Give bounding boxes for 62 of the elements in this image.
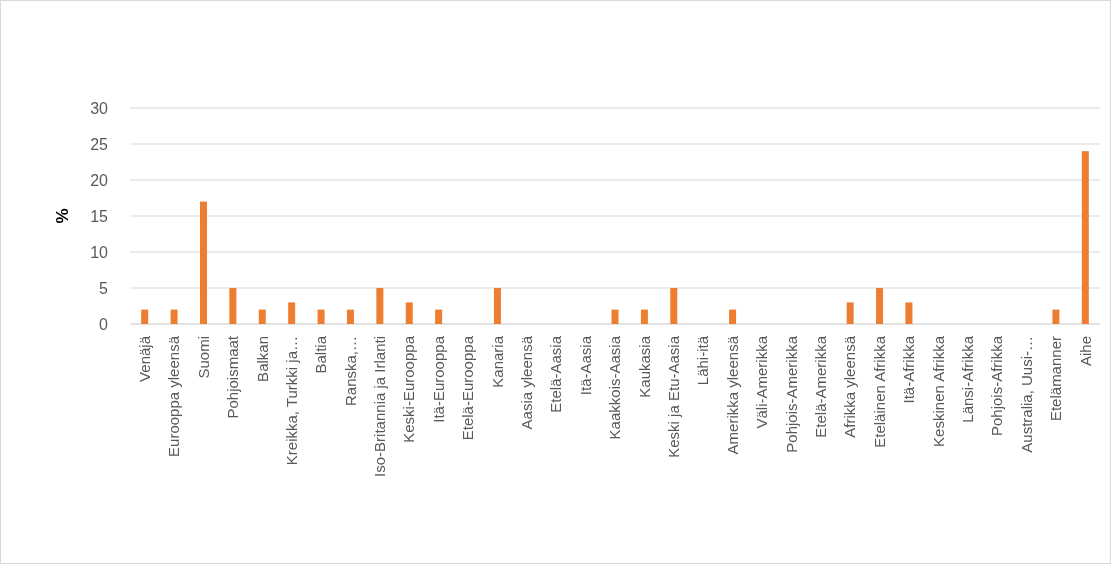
bar [611, 309, 619, 324]
bar [199, 201, 207, 324]
x-tick-label: Keskinen Afrikka [929, 335, 947, 447]
x-tick-label: Pohjois-Afrikka [988, 335, 1006, 437]
x-tick-label: Australia, Uusi-… [1017, 336, 1035, 453]
x-tick-label: Kanaria [488, 335, 506, 388]
x-tick-label: Keski-Eurooppa [400, 335, 418, 443]
bar [317, 309, 325, 324]
x-tick-label: Kaakkois-Aasia [606, 335, 624, 440]
x-tick-label: Suomi [194, 336, 212, 379]
bar [288, 302, 296, 324]
x-tick-label: Lähi-itä [694, 335, 712, 386]
bar [435, 309, 443, 324]
x-tick-label: Kaukasia [635, 335, 653, 398]
x-tick-label: Pohjois-Amerikka [782, 335, 800, 453]
y-tick-label: 5 [99, 279, 109, 297]
bar [229, 288, 237, 324]
x-tick-label: Etelämanner [1047, 336, 1065, 422]
x-tick-label: Itä-Afrikka [900, 335, 918, 404]
x-tick-label: Itä-Eurooppa [429, 335, 447, 423]
bar [258, 309, 266, 324]
bar [1081, 151, 1089, 324]
bar [376, 288, 384, 324]
x-tick-label: Aihe [1076, 336, 1094, 367]
x-tick-label: Keski ja Etu-Aasia [665, 335, 683, 458]
x-tick-label: Kreikka, Turkki ja… [282, 336, 300, 466]
x-tick-label: Etelä-Aasia [547, 335, 565, 413]
y-tick-label: 20 [90, 171, 109, 189]
x-tick-label: Länsi-Afrikka [958, 335, 976, 423]
bar [670, 288, 678, 324]
x-tick-label: Eurooppa yleensä [165, 335, 183, 457]
x-tick-label: Amerikka yleensä [723, 335, 741, 455]
x-tick-label: Eteläinen Afrikka [870, 335, 888, 448]
x-tick-label: Balkan [253, 336, 271, 382]
x-tick-label: Väli-Amerikka [753, 335, 771, 429]
y-tick-label: 0 [99, 315, 109, 333]
x-tick-label: Etelä-Amerikka [812, 335, 830, 438]
bar [876, 288, 884, 324]
y-tick-label: 10 [90, 243, 109, 261]
x-tick-label: Pohjoismaat [224, 335, 242, 419]
x-tick-label: Etelä-Eurooppa [459, 335, 477, 441]
bar [905, 302, 913, 324]
bar [640, 309, 648, 324]
bar [170, 309, 178, 324]
x-tick-label: Iso-Britannia ja Irlanti [371, 336, 389, 477]
bar [729, 309, 737, 324]
bar [346, 309, 354, 324]
y-tick-label: 25 [90, 135, 109, 153]
x-tick-label: Venäjä [135, 335, 153, 382]
y-tick-label: 30 [90, 99, 109, 117]
y-tick-label: 15 [90, 207, 109, 225]
x-tick-label: Aasia yleensä [518, 335, 536, 430]
x-tick-label: Baltia [312, 335, 330, 374]
x-tick-label: Itä-Aasia [576, 335, 594, 396]
x-tick-label: Ranska,… [341, 336, 359, 407]
x-tick-label: Afrikka yleensä [841, 335, 859, 438]
y-axis-title: % [52, 208, 72, 224]
bar [1052, 309, 1060, 324]
bar [141, 309, 149, 324]
bar [846, 302, 854, 324]
bar [405, 302, 413, 324]
bar [493, 288, 501, 324]
